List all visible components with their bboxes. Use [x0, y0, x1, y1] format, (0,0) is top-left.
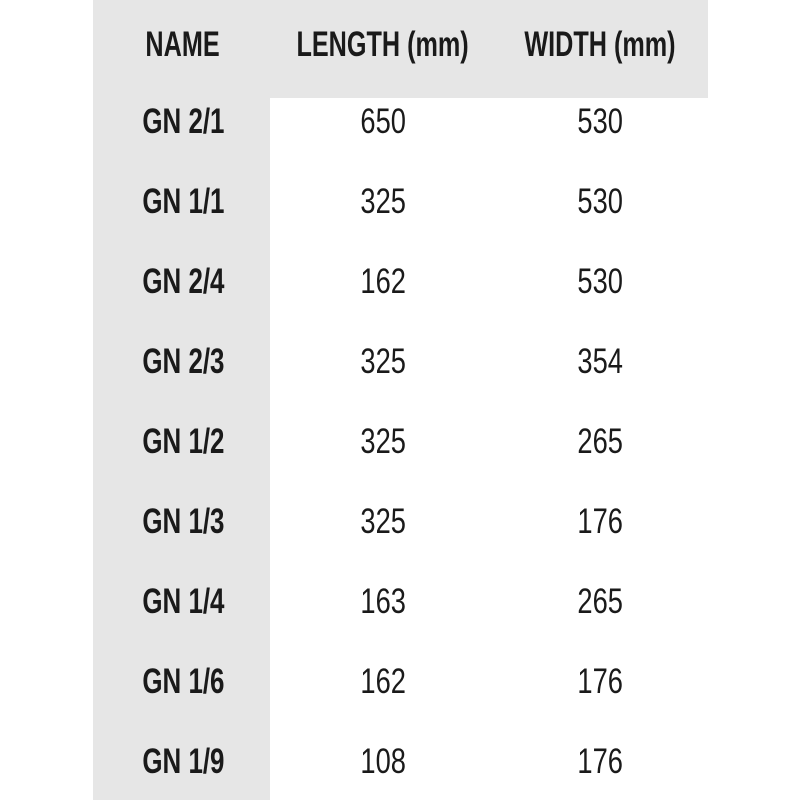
row-length: 108 — [263, 742, 503, 782]
row-length: 325 — [263, 502, 503, 542]
row-name: GN 1/9 — [63, 742, 303, 782]
row-name: GN 1/1 — [63, 182, 303, 222]
row-width-text: 176 — [577, 662, 623, 701]
row-name-text: GN 1/3 — [141, 502, 225, 541]
header-name: NAME — [63, 25, 303, 65]
row-width-text: 176 — [577, 502, 623, 541]
row-width: 354 — [480, 342, 720, 382]
row-name: GN 1/3 — [63, 502, 303, 542]
row-name-text: GN 2/1 — [141, 102, 225, 141]
row-name: GN 2/3 — [63, 342, 303, 382]
row-length: 162 — [263, 262, 503, 302]
row-length-text: 325 — [360, 342, 406, 381]
row-width: 176 — [480, 742, 720, 782]
header-width-text: WIDTH (mm) — [524, 25, 676, 64]
row-width-text: 530 — [577, 182, 623, 221]
row-length: 325 — [263, 342, 503, 382]
row-length-text: 163 — [360, 582, 406, 621]
header-name-text: NAME — [145, 25, 221, 64]
row-name: GN 1/4 — [63, 582, 303, 622]
row-length: 325 — [263, 182, 503, 222]
row-width-text: 176 — [577, 742, 623, 781]
row-width-text: 530 — [577, 102, 623, 141]
row-width: 265 — [480, 422, 720, 462]
row-name-text: GN 1/9 — [141, 742, 225, 781]
row-width: 176 — [480, 502, 720, 542]
row-length-text: 325 — [360, 422, 406, 461]
row-name-text: GN 1/4 — [141, 582, 225, 621]
row-name-text: GN 1/6 — [141, 662, 225, 701]
row-name-text: GN 1/2 — [141, 422, 225, 461]
row-name-text: GN 2/4 — [141, 262, 225, 301]
row-name: GN 1/2 — [63, 422, 303, 462]
row-width: 530 — [480, 102, 720, 142]
row-width-text: 530 — [577, 262, 623, 301]
row-width: 530 — [480, 182, 720, 222]
row-name-text: GN 2/3 — [141, 342, 225, 381]
row-width: 176 — [480, 662, 720, 702]
row-length: 650 — [263, 102, 503, 142]
row-name: GN 2/1 — [63, 102, 303, 142]
row-name: GN 2/4 — [63, 262, 303, 302]
row-name: GN 1/6 — [63, 662, 303, 702]
row-length: 162 — [263, 662, 503, 702]
row-length-text: 650 — [360, 102, 406, 141]
row-width-text: 265 — [577, 422, 623, 461]
row-width-text: 354 — [577, 342, 623, 381]
row-length: 163 — [263, 582, 503, 622]
header-length-text: LENGTH (mm) — [296, 25, 470, 64]
header-length: LENGTH (mm) — [263, 25, 503, 65]
row-length-text: 162 — [360, 262, 406, 301]
row-length-text: 325 — [360, 182, 406, 221]
name-column-background — [93, 0, 270, 800]
row-length-text: 162 — [360, 662, 406, 701]
row-width: 530 — [480, 262, 720, 302]
row-length: 325 — [263, 422, 503, 462]
row-width-text: 265 — [577, 582, 623, 621]
row-length-text: 325 — [360, 502, 406, 541]
header-width: WIDTH (mm) — [480, 25, 720, 65]
row-length-text: 108 — [360, 742, 406, 781]
row-name-text: GN 1/1 — [141, 182, 225, 221]
row-width: 265 — [480, 582, 720, 622]
